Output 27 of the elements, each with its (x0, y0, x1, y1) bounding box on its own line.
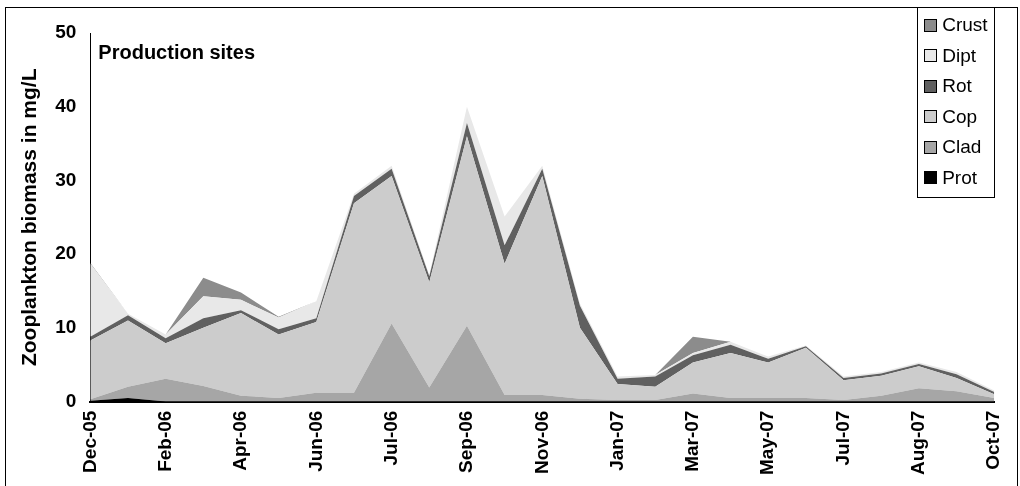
y-axis-title: Zooplankton biomass in mg/L (17, 68, 41, 367)
x-tick-label: Jan-07 (605, 410, 627, 471)
legend-label: Cop (942, 104, 978, 129)
legend-label: Rot (942, 74, 972, 98)
y-tick-label: 20 (55, 242, 77, 264)
x-tick-label: Jul-06 (379, 410, 401, 466)
x-tick-label: Jun-06 (304, 410, 326, 472)
chart-title: Production sites (98, 40, 256, 63)
x-tick-label: Jul-07 (831, 410, 853, 466)
x-tick-label: Nov-06 (530, 410, 552, 474)
y-tick-label: 50 (55, 21, 77, 43)
y-tick-label: 30 (55, 168, 77, 190)
legend-label: Dipt (942, 43, 976, 68)
x-tick-label: Dec-05 (78, 410, 100, 473)
legend-label: Crust (942, 13, 988, 37)
x-tick-label: Oct-07 (982, 410, 1004, 470)
x-tick-label: May-07 (756, 410, 778, 475)
x-tick-label: Aug-07 (907, 410, 929, 475)
legend-label: Clad (942, 135, 982, 159)
x-tick-label: Mar-07 (681, 410, 703, 472)
y-tick-label: 10 (55, 316, 77, 338)
y-tick-label: 40 (55, 94, 77, 116)
y-tick-label: 0 (65, 389, 77, 411)
x-tick-label: Apr-06 (229, 410, 251, 471)
x-tick-label: Feb-06 (153, 410, 175, 472)
legend-label: Prot (942, 165, 978, 190)
x-tick-label: Sep-06 (455, 410, 477, 473)
